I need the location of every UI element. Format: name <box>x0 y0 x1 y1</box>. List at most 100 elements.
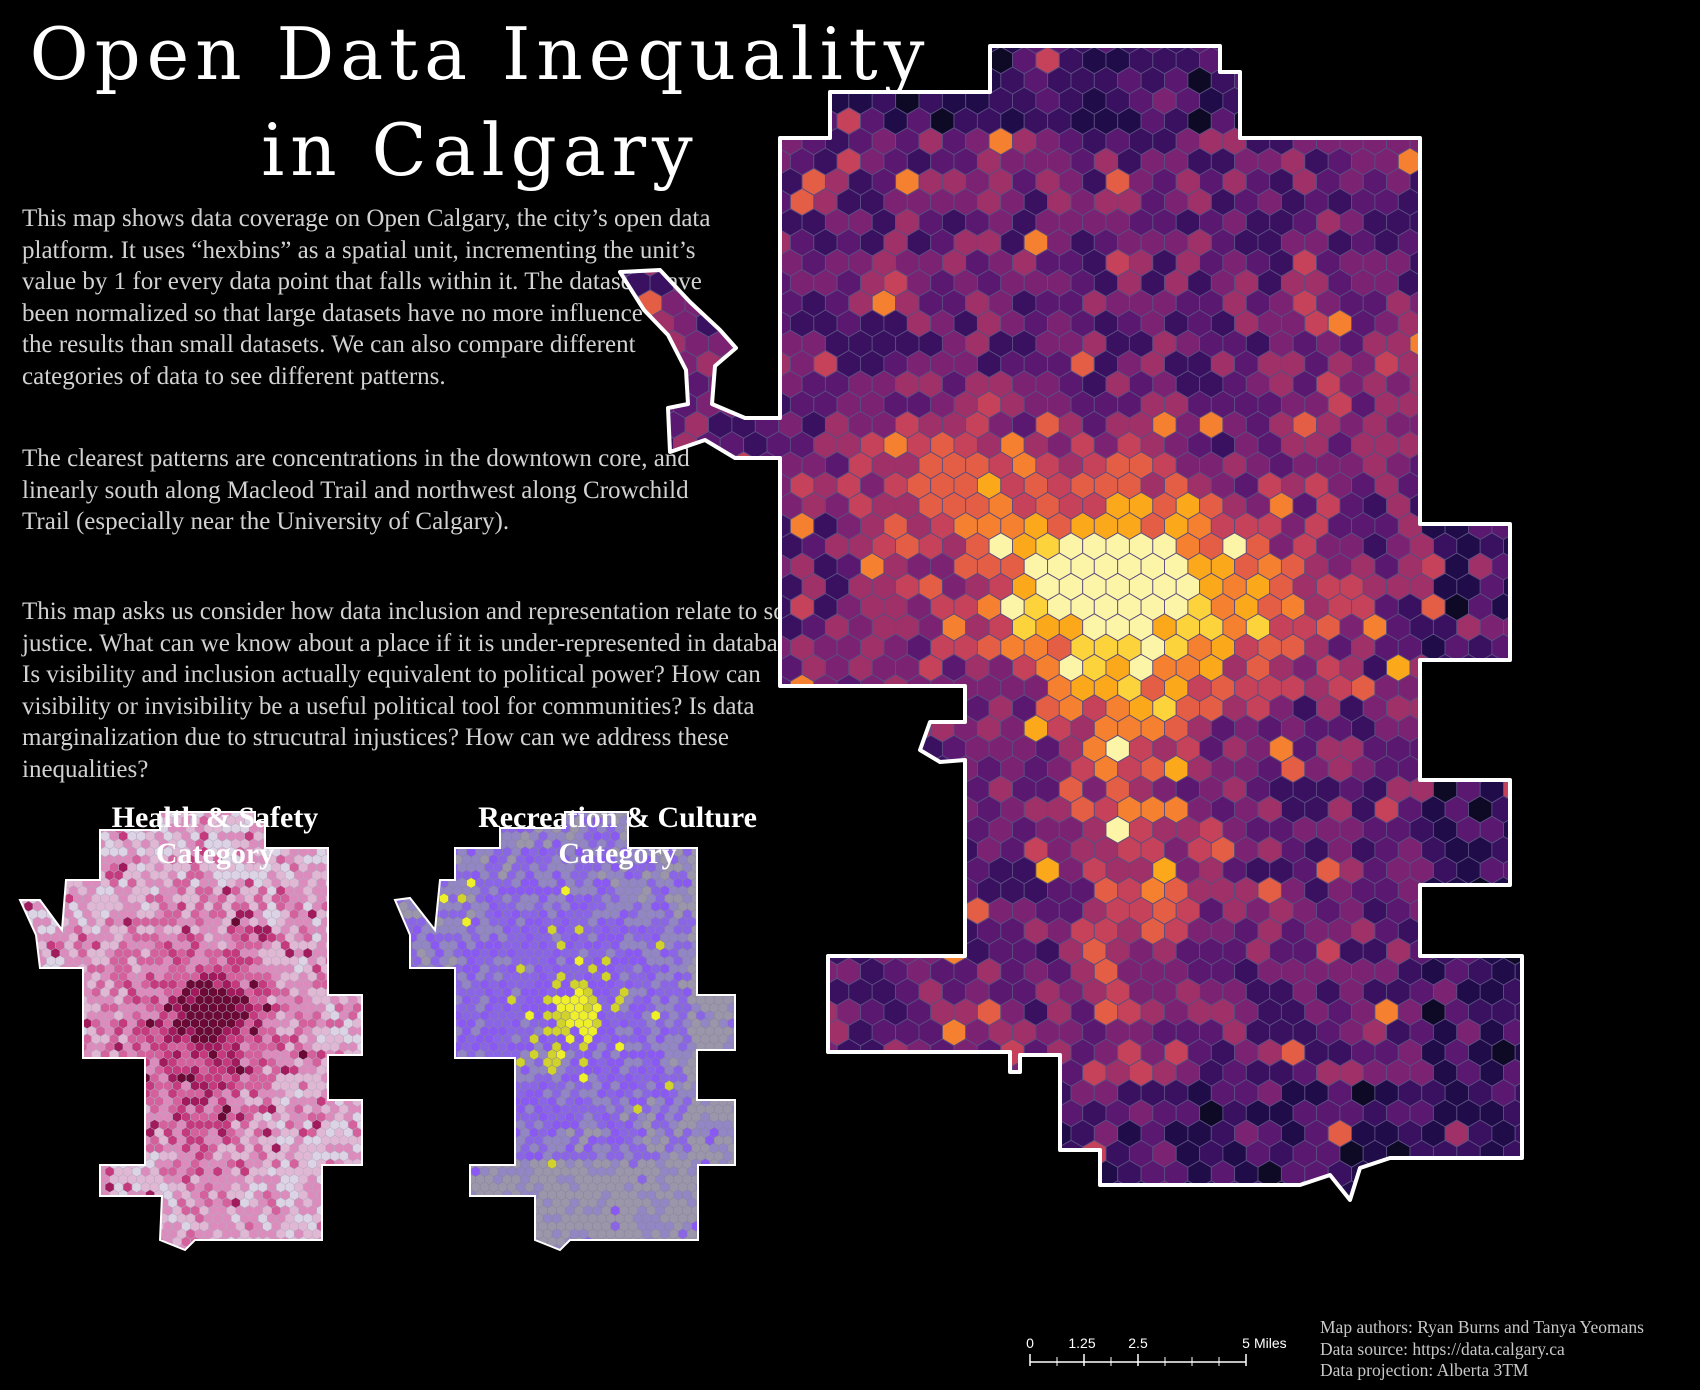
hexbin-cell <box>73 1220 83 1232</box>
hexbin-cell <box>91 1095 101 1107</box>
hexbin-cell <box>357 916 362 928</box>
hexbin-cell <box>329 1181 340 1193</box>
hexbin-cell <box>23 854 34 866</box>
hexbin-cell <box>637 127 663 156</box>
hexbin-cell <box>50 822 61 834</box>
hexbin-cell <box>766 957 791 986</box>
hexbin-cell <box>708 86 733 115</box>
hexbin-cell <box>59 1041 70 1053</box>
hexbin-cell <box>626 430 651 460</box>
hexbin-cell <box>41 885 52 897</box>
hexbin-cell <box>1539 553 1562 580</box>
hexbin-cell <box>1527 614 1550 641</box>
hexbin-cell <box>50 1072 61 1084</box>
hexbin-cell <box>1539 1120 1562 1147</box>
hexbin-cell <box>347 916 358 928</box>
hexbin-cell <box>965 1099 990 1128</box>
hexbin-cell <box>743 754 768 784</box>
hexbin-cell <box>1491 430 1516 460</box>
hexbin-cell <box>626 714 651 743</box>
hexbin-cell <box>1479 1180 1504 1200</box>
hexbin-cell <box>1491 228 1516 257</box>
hexbin-cell <box>719 66 745 95</box>
hexbin-cell <box>59 1103 70 1115</box>
hexbin-cell <box>23 947 34 959</box>
hexbin-cell <box>743 916 768 946</box>
hexbin-cell <box>1527 695 1550 722</box>
hexbin-cell <box>708 694 733 723</box>
hexbin-cell <box>813 754 838 784</box>
hexbin-cell <box>719 106 745 136</box>
hexbin-cell <box>136 1220 146 1232</box>
hexbin-cell <box>719 471 745 500</box>
hexbin-cell <box>20 963 25 975</box>
hexbin-cell <box>329 1166 340 1178</box>
hexbin-cell <box>23 1181 34 1193</box>
hexbin-cell <box>20 1197 25 1209</box>
hexbin-cell <box>55 1173 65 1185</box>
hexbin-cell <box>100 1111 110 1123</box>
hexbin-cell <box>95 1119 106 1131</box>
hexbin-cell <box>1351 46 1376 55</box>
hexbin-cell <box>620 46 628 55</box>
hexbin-cell <box>836 916 861 946</box>
hexbin-cell <box>263 1252 272 1262</box>
hexbin-cell <box>871 694 897 723</box>
hexbin-cell <box>32 854 43 866</box>
hexbin-cell <box>46 986 56 998</box>
hexbin-cell <box>848 815 873 844</box>
hexbin-cell <box>46 893 56 905</box>
hexbin-cell <box>626 349 651 379</box>
hexbin-cell <box>1539 594 1562 621</box>
hexbin-cell <box>131 1119 142 1131</box>
hexbin-cell <box>861 1201 884 1228</box>
hexbin-cell <box>1421 471 1446 500</box>
hexbin-cell <box>20 1033 29 1045</box>
hexbin-cell <box>1188 1201 1211 1228</box>
hexbin-cell <box>20 846 29 858</box>
hexbin-cell <box>1527 735 1550 762</box>
hexbin-cell <box>1141 1201 1164 1228</box>
hexbin-cell <box>244 1236 254 1248</box>
hexbin-cell <box>754 572 780 601</box>
hexbin-cell <box>113 1088 124 1100</box>
hexbin-cell <box>343 1064 353 1076</box>
hexbin-cell <box>11 800 20 810</box>
hexbin-cell <box>86 1244 97 1250</box>
hexbin-cell <box>754 532 780 561</box>
hexbin-cell <box>11 1081 20 1091</box>
hexbin-cell <box>366 1088 375 1098</box>
hexbin-cell <box>37 1205 47 1217</box>
hexbin-cell <box>55 1142 65 1154</box>
hexbin-cell <box>754 896 780 925</box>
hexbin-cell <box>620 430 628 460</box>
hexbin-cell <box>86 1197 97 1209</box>
hexbin-cell <box>37 830 47 842</box>
hexbin-cell <box>708 613 733 642</box>
hexbin-cell <box>127 1080 137 1092</box>
hexbin-cell <box>661 532 686 561</box>
hexbin-cell <box>32 1088 43 1100</box>
hexbin-cell <box>766 997 791 1027</box>
hexbin-cell <box>620 309 628 338</box>
hexbin-cell <box>719 714 745 743</box>
hexbin-cell <box>11 1221 20 1231</box>
hexbin-cell <box>329 1244 340 1250</box>
hexbin-cell <box>661 46 686 75</box>
hexbin-cell <box>1222 46 1247 75</box>
hexbin-cell <box>41 1134 52 1146</box>
hexbin-cell <box>46 1017 56 1029</box>
hexbin-cell <box>430 815 440 827</box>
hexbin-cell <box>918 1099 943 1128</box>
hexbin-cell <box>673 673 698 703</box>
hexbin-cell <box>32 1228 43 1240</box>
hexbin-cell <box>918 775 943 804</box>
hexbin-cell <box>82 1142 92 1154</box>
hexbin-cell <box>46 1142 56 1154</box>
hexbin-cell <box>338 963 349 975</box>
hexbin-cell <box>696 268 721 298</box>
hexbin-cell <box>366 1104 375 1114</box>
hexbin-cell <box>801 694 826 723</box>
hexbin-cell <box>82 1080 92 1092</box>
hexbin-cell <box>41 1088 52 1100</box>
